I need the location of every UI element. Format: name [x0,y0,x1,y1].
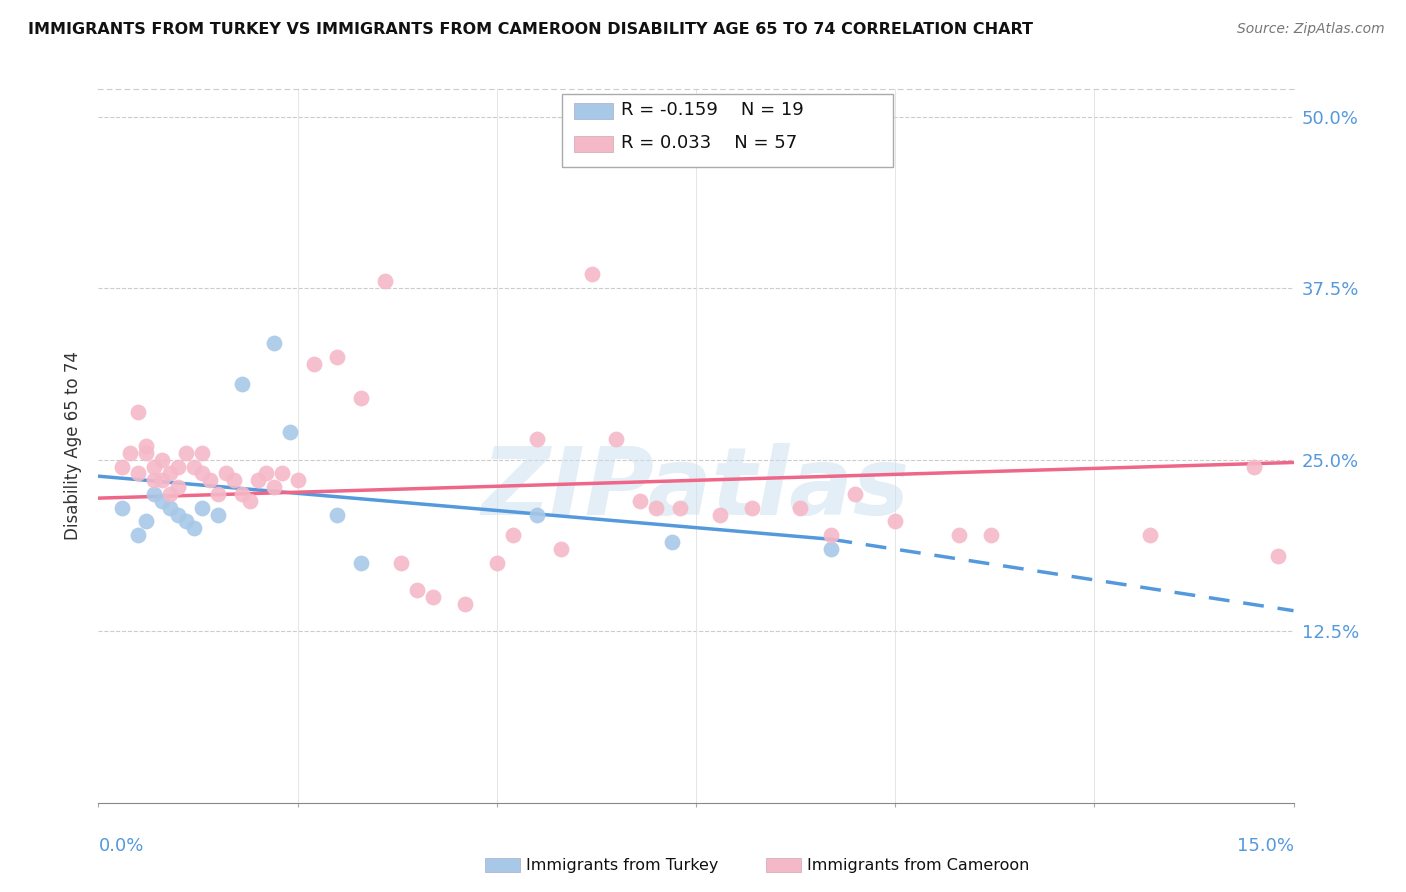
Point [183,459,205,474]
Point [143,473,166,487]
Point [526,432,548,446]
Point [485,556,508,570]
Text: Immigrants from Cameroon: Immigrants from Cameroon [807,858,1029,872]
Point [198,473,221,487]
Point [174,515,197,529]
Point [581,268,603,282]
Point [628,494,651,508]
Point [183,521,205,535]
Point [1139,528,1161,542]
Point [215,467,238,481]
Point [231,377,253,392]
Point [422,590,444,604]
Point [820,541,842,556]
Point [159,487,181,501]
Point [1243,459,1265,474]
Point [150,473,173,487]
Point [167,480,190,494]
Point [550,541,572,556]
Point [287,473,309,487]
Point [605,432,627,446]
Point [167,508,190,522]
Point [389,556,412,570]
Point [350,556,373,570]
Text: R = 0.033    N = 57: R = 0.033 N = 57 [621,134,797,152]
Point [111,500,134,515]
Text: 15.0%: 15.0% [1236,837,1294,855]
Text: IMMIGRANTS FROM TURKEY VS IMMIGRANTS FROM CAMEROON DISABILITY AGE 65 TO 74 CORRE: IMMIGRANTS FROM TURKEY VS IMMIGRANTS FRO… [28,22,1033,37]
Point [222,473,245,487]
Point [374,274,396,288]
Point [948,528,970,542]
Point [263,480,285,494]
Text: Immigrants from Turkey: Immigrants from Turkey [526,858,718,872]
Text: ZIPatlas: ZIPatlas [482,442,910,535]
Point [135,439,157,453]
Text: 0.0%: 0.0% [98,837,143,855]
Text: Source: ZipAtlas.com: Source: ZipAtlas.com [1237,22,1385,37]
Point [191,500,214,515]
Point [661,535,683,549]
Point [127,405,149,419]
Point [669,500,692,515]
Point [159,467,181,481]
Point [980,528,1002,542]
Point [207,487,229,501]
Point [502,528,524,542]
Point [150,494,173,508]
Point [143,459,166,474]
Point [207,508,229,522]
Point [326,350,349,364]
Point [350,391,373,405]
Point [789,500,811,515]
Point [191,446,214,460]
Point [820,528,842,542]
Point [454,597,477,611]
Point [159,500,181,515]
Point [406,583,429,598]
Point [135,515,157,529]
Point [709,508,731,522]
Point [1267,549,1289,563]
Point [167,459,190,474]
Point [111,459,134,474]
Point [278,425,301,440]
Y-axis label: Disability Age 65 to 74: Disability Age 65 to 74 [65,351,83,541]
Point [150,452,173,467]
Point [326,508,349,522]
Point [526,508,548,522]
Text: R = -0.159    N = 19: R = -0.159 N = 19 [621,101,804,119]
Point [254,467,277,481]
Point [246,473,269,487]
Point [174,446,197,460]
Point [263,336,285,351]
Point [127,467,149,481]
Point [231,487,253,501]
Point [302,357,325,371]
Point [741,500,763,515]
Point [143,487,166,501]
Point [239,494,262,508]
Point [127,528,149,542]
Point [120,446,142,460]
Point [645,500,668,515]
Point [191,467,214,481]
Point [844,487,866,501]
Point [135,446,157,460]
Point [884,515,907,529]
Point [270,467,292,481]
